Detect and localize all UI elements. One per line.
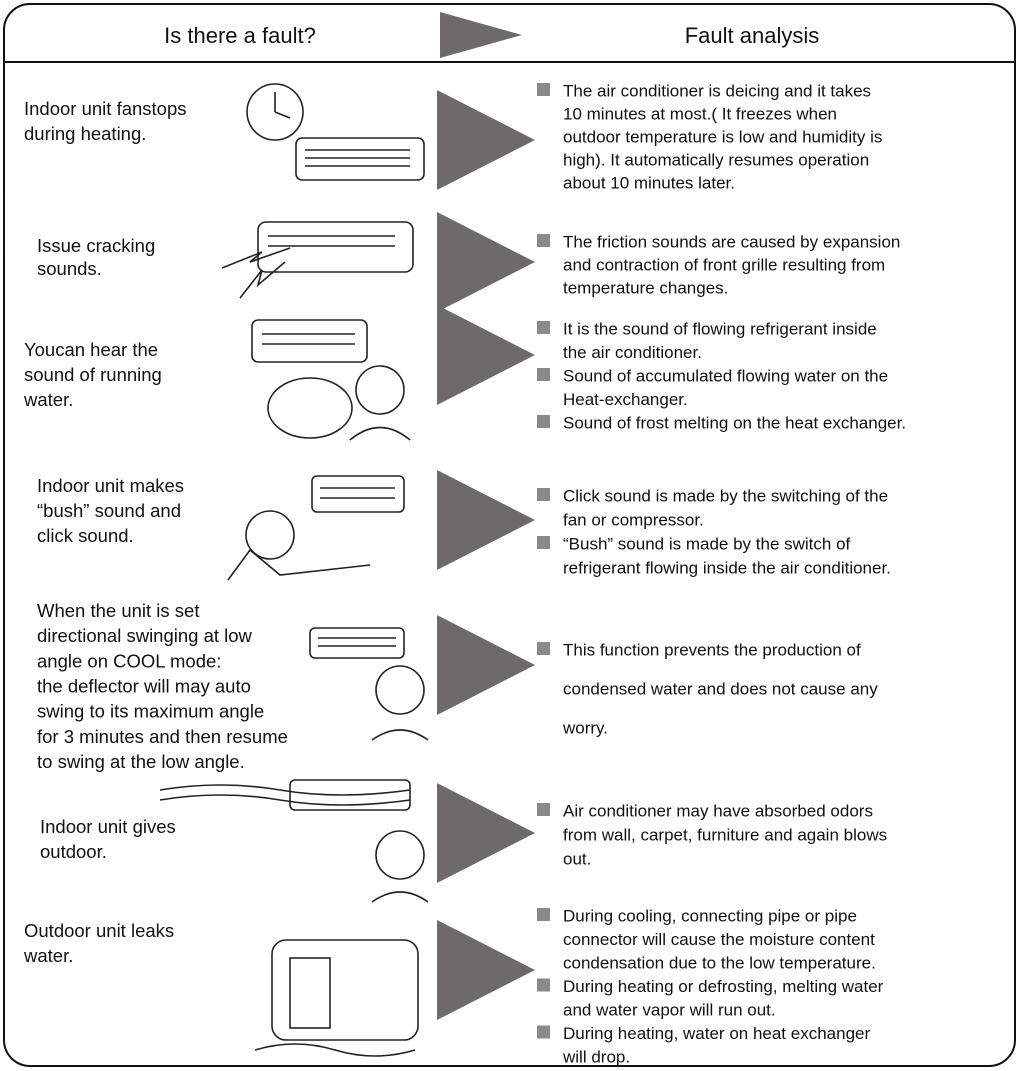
bullet xyxy=(537,642,550,655)
bullet xyxy=(537,83,550,96)
fault-text: directional swinging at low xyxy=(37,625,253,646)
fault-text: water. xyxy=(23,389,73,410)
arrow xyxy=(437,615,535,715)
fault-text: Issue cracking xyxy=(37,235,155,256)
arrow xyxy=(437,920,535,1020)
header-right: Fault analysis xyxy=(685,23,820,48)
bullet xyxy=(537,536,550,549)
arrow xyxy=(437,305,535,405)
bullet xyxy=(537,488,550,501)
analysis-text: Air conditioner may have absorbed odors xyxy=(563,801,873,820)
fault-text: Outdoor unit leaks xyxy=(24,920,174,941)
analysis-text: During cooling, connecting pipe or pipe xyxy=(563,906,857,925)
fault-text: water. xyxy=(23,945,73,966)
fault-text: swing to its maximum angle xyxy=(37,701,264,722)
analysis-text: condensation due to the low temperature. xyxy=(563,953,876,972)
analysis-text: The friction sounds are caused by expans… xyxy=(563,232,900,251)
bullet xyxy=(537,803,550,816)
analysis-text: The air conditioner is deicing and it ta… xyxy=(563,81,871,100)
analysis-text: Heat-exchanger. xyxy=(563,390,688,409)
bullet xyxy=(537,368,550,381)
bullet xyxy=(537,234,550,247)
fault-text: “bush” sound and xyxy=(37,500,181,521)
bullet xyxy=(537,908,550,921)
fault-text: angle on COOL mode: xyxy=(37,650,221,671)
fault-text: Indoor unit fanstops xyxy=(24,98,187,119)
analysis-text: from wall, carpet, furniture and again b… xyxy=(563,825,887,844)
fault-text: sounds. xyxy=(37,258,102,279)
analysis-text: connector will cause the moisture conten… xyxy=(563,930,875,949)
analysis-text: During heating, water on heat exchanger xyxy=(563,1024,870,1043)
illustrations xyxy=(159,83,429,1057)
header-left: Is there a fault? xyxy=(164,23,316,48)
analysis-text: During heating or defrosting, melting wa… xyxy=(563,977,884,996)
analysis-text: Click sound is made by the switching of … xyxy=(563,486,888,505)
analysis-text: “Bush” sound is made by the switch of xyxy=(563,534,851,553)
bullet xyxy=(537,415,550,428)
analysis-text: Sound of accumulated flowing water on th… xyxy=(563,366,888,385)
analysis-text: the air conditioner. xyxy=(563,343,702,362)
arrow xyxy=(437,90,535,190)
fault-text: for 3 minutes and then resume xyxy=(37,726,288,747)
fault-text: Indoor unit makes xyxy=(37,475,184,496)
arrow xyxy=(437,783,535,883)
analysis-text: and contraction of front grille resultin… xyxy=(563,255,885,274)
fault-text: Youcan hear the xyxy=(24,339,158,360)
fault-text: the deflector will may auto xyxy=(37,675,251,696)
frame xyxy=(3,3,1016,1067)
analysis-text: and water vapor will run out. xyxy=(563,1000,776,1019)
bullet xyxy=(537,1025,550,1039)
fault-text: outdoor. xyxy=(40,841,107,862)
analysis-text: refrigerant flowing inside the air condi… xyxy=(563,558,891,577)
analysis-text: will drop. xyxy=(562,1047,630,1066)
analysis-text: This function prevents the production of xyxy=(563,640,861,659)
analysis-text: condensed water and does not cause any xyxy=(563,679,878,698)
bullet xyxy=(537,978,550,992)
fault-text: When the unit is set xyxy=(37,600,199,621)
fault-text: to swing at the low angle. xyxy=(37,751,245,772)
arrow xyxy=(437,470,535,570)
arrow xyxy=(437,212,535,312)
analysis-text: high). It automatically resumes operatio… xyxy=(563,150,869,169)
analysis-text: about 10 minutes later. xyxy=(563,173,735,192)
analysis-text: worry. xyxy=(562,718,608,737)
bullet xyxy=(537,321,550,334)
analysis-text: fan or compressor. xyxy=(563,510,704,529)
header-arrow xyxy=(440,12,522,58)
analysis-text: Sound of frost melting on the heat excha… xyxy=(563,413,906,432)
analysis-text: 10 minutes at most.( It freezes when xyxy=(563,104,837,123)
analysis-text: temperature changes. xyxy=(563,278,728,297)
analysis-text: outdoor temperature is low and humidity … xyxy=(563,127,882,146)
fault-text: Indoor unit gives xyxy=(40,816,176,837)
analysis-text: out. xyxy=(563,849,591,868)
analysis-text: It is the sound of flowing refrigerant i… xyxy=(563,319,877,338)
fault-text: click sound. xyxy=(37,525,134,546)
fault-text: during heating. xyxy=(24,123,146,144)
fault-text: sound of running xyxy=(24,364,162,385)
